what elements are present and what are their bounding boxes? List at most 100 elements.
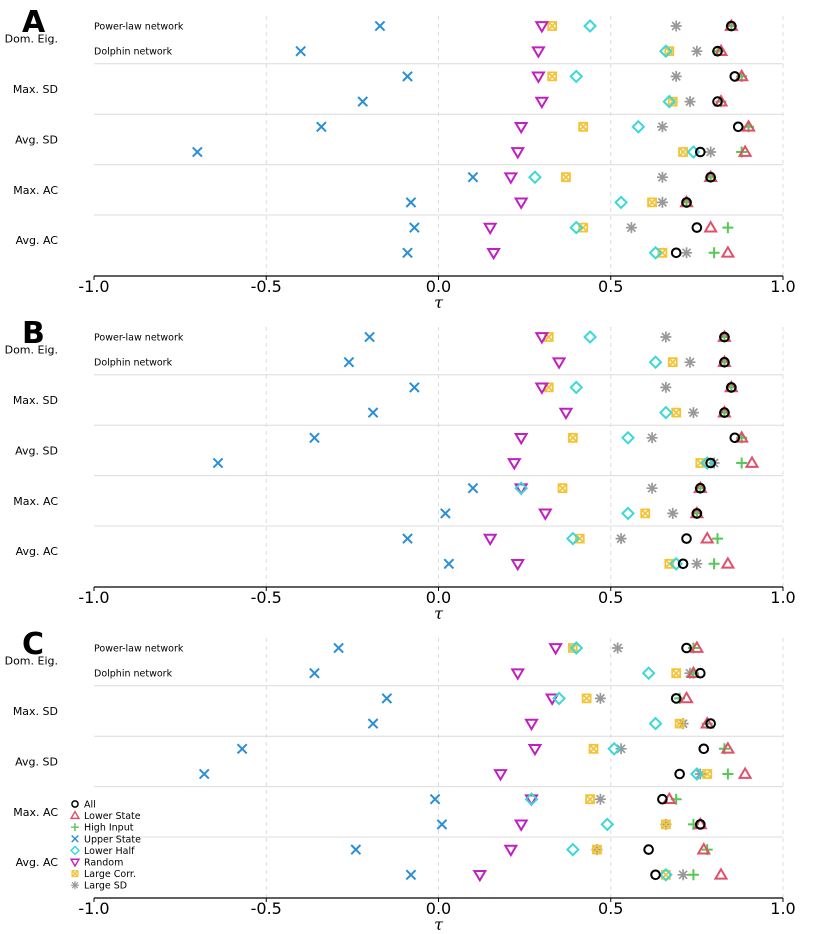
point-upper-state [316,121,327,133]
point-high-input [722,768,734,780]
legend-large-corr-icon [71,870,79,878]
point-large-corr [557,483,568,494]
point-large-sd [615,533,627,545]
point-upper-state [402,533,413,544]
point-large-corr [671,668,682,679]
point-all [681,533,692,544]
point-lower-half [569,641,584,655]
point-lower-half [565,531,580,546]
legend-all-icon [71,800,79,808]
panel-label: C [22,627,44,662]
point-lower-state [720,556,736,569]
point-large-sd [670,70,682,82]
legend-marker [71,823,79,832]
network-label: Dolphin network [94,358,173,369]
x-tick-label: -1.0 [78,588,109,607]
point-all [705,171,716,183]
point-lower-state [741,119,756,132]
point-all [726,382,737,393]
point-upper-state [402,247,413,259]
point-lower-half [621,506,635,521]
legend-label: Large SD [84,881,127,892]
point-large-corr [702,769,713,779]
point-lower-state [703,220,718,233]
point-upper-state [364,331,375,343]
x-tick-label: -1.0 [78,277,109,296]
point-all [712,96,723,107]
point-random [503,172,519,185]
point-lower-state [679,690,694,704]
row-group-label: Avg. SD [15,133,58,146]
row-group-label: Max. SD [13,705,58,718]
point-upper-state [402,71,413,82]
point-upper-state [405,869,417,881]
legend-marker [69,858,81,868]
point-lower-half [565,842,580,857]
legend-marker [71,870,79,878]
point-lower-half [600,817,615,832]
point-random [524,794,539,807]
point-random [513,432,529,446]
network-label: Power-law network [94,644,184,655]
point-random [531,46,546,59]
point-large-corr [547,21,558,31]
network-label: Dolphin network [94,669,173,680]
point-upper-state [212,457,224,469]
legend-random-icon [69,858,81,868]
point-all [695,146,706,158]
point-all [691,222,703,233]
point-random [538,508,553,521]
point-large-corr [674,718,685,729]
point-lower-state [720,741,736,754]
point-random [486,247,501,261]
point-high-input [722,222,734,234]
point-large-sd [646,432,658,444]
point-all [643,844,654,855]
legend-lower-half-icon [70,845,80,856]
point-lower-state [713,867,729,880]
point-lower-state [737,144,753,157]
point-random [534,332,550,345]
point-lower-half [658,867,673,882]
point-lower-state [689,640,705,653]
point-upper-state [467,171,479,183]
point-random [513,819,529,832]
point-lower-half [524,792,539,807]
point-lower-half [569,380,584,395]
point-lower-state [744,455,760,468]
row-group-label: Avg. AC [16,234,59,247]
point-lower-state [737,766,753,779]
point-all [698,743,710,755]
legend-high-input-icon [71,823,79,832]
point-upper-state [333,642,344,654]
x-tick-label: 0.0 [426,588,451,607]
point-lower-state [696,842,712,855]
point-large-corr [578,121,589,132]
point-large-corr [592,844,602,855]
legend-label: Large Corr. [84,869,136,880]
point-upper-state [357,96,369,107]
point-upper-state [198,768,210,780]
point-all [695,482,706,494]
point-lower-half [648,245,663,260]
point-large-sd [625,222,637,234]
legend-lower-state-icon [69,810,81,820]
x-axis-label: τ [434,293,444,312]
point-all [681,197,692,208]
point-large-corr [664,46,675,57]
row-group-label: Dom. Eig. [5,344,58,357]
x-axis-label: τ [434,604,444,623]
x-axis-label: τ [434,915,444,934]
point-all [691,508,703,519]
point-large-corr [547,71,558,82]
point-high-input [687,869,699,881]
point-all [712,45,723,57]
point-lower-half [700,456,715,470]
point-random [513,121,529,135]
legend-marker [69,810,81,820]
point-lower-half [631,119,646,134]
point-large-corr [588,743,599,754]
